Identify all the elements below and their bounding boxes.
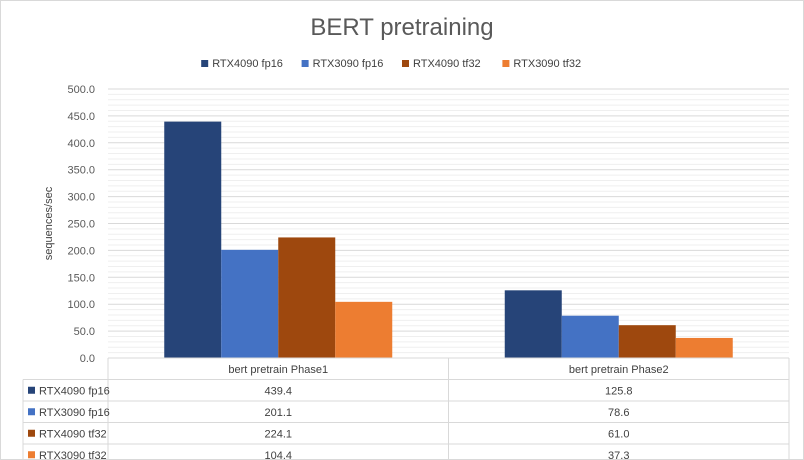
y-tick-label: 400.0 (67, 138, 95, 150)
legend-label: RTX4090 tf32 (413, 58, 481, 70)
y-tick-label: 150.0 (67, 272, 95, 284)
table-value: 439.4 (264, 385, 292, 397)
bar (164, 121, 222, 358)
table-value: 201.1 (264, 407, 292, 419)
legend-label: RTX3090 tf32 (513, 58, 581, 70)
y-axis-title: sequences/sec (43, 186, 55, 260)
legend-label: RTX3090 fp16 (313, 58, 384, 70)
table-value: 78.6 (608, 407, 629, 419)
y-tick-label: 50.0 (74, 326, 95, 338)
chart-title: BERT pretraining (310, 14, 493, 41)
table-legend-key (28, 386, 35, 394)
legend-swatch (502, 60, 510, 67)
bar (278, 237, 336, 358)
table-series-label: RTX4090 tf32 (39, 428, 107, 440)
table-value: 104.4 (264, 450, 292, 459)
table-series-label: RTX4090 fp16 (39, 385, 110, 397)
table-value: 37.3 (608, 450, 629, 459)
legend-label: RTX4090 fp16 (212, 58, 283, 70)
y-tick-label: 300.0 (67, 192, 95, 204)
legend-swatch (301, 60, 309, 67)
x-tick-label: bert pretrain Phase2 (569, 364, 669, 376)
y-tick-label: 200.0 (67, 245, 95, 257)
bar (335, 301, 393, 358)
table-legend-key (28, 429, 35, 437)
table-series-label: RTX3090 tf32 (39, 450, 107, 459)
legend-swatch (402, 60, 409, 67)
bar (618, 325, 676, 358)
bar (504, 290, 562, 358)
bar (561, 315, 619, 358)
table-legend-key (28, 408, 35, 416)
y-tick-label: 100.0 (67, 299, 95, 311)
y-tick-label: 500.0 (67, 84, 95, 96)
x-tick-label: bert pretrain Phase1 (228, 364, 328, 376)
y-tick-label: 0.0 (80, 353, 95, 365)
y-tick-label: 250.0 (67, 219, 95, 231)
legend-swatch (201, 60, 209, 67)
y-tick-label: 350.0 (67, 165, 95, 177)
bar (675, 337, 733, 358)
table-value: 224.1 (264, 428, 292, 440)
table-legend-key (28, 451, 35, 459)
table-value: 125.8 (605, 385, 633, 397)
y-tick-label: 450.0 (67, 111, 95, 123)
table-series-label: RTX3090 fp16 (39, 407, 110, 419)
bar (221, 249, 279, 358)
table-value: 61.0 (608, 428, 629, 440)
